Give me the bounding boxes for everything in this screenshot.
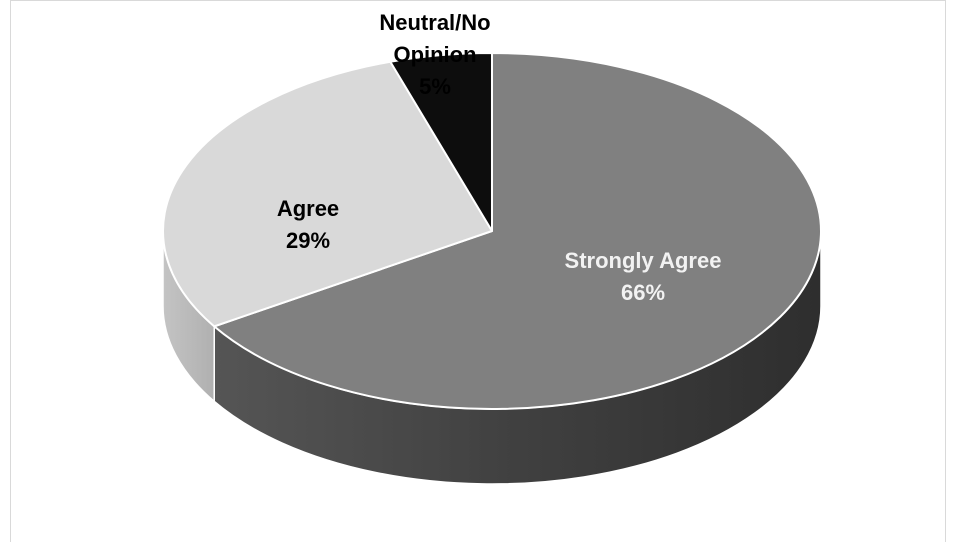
data-label-line: 66% — [621, 280, 665, 305]
pie-slice-strongly-agree — [213, 52, 822, 410]
data-label-neutral-no-opinion: Neutral/No Opinion 5% — [379, 10, 490, 99]
data-label-line: 29% — [286, 228, 330, 253]
pie-labels: Strongly Agree 66% Agree 29% Neutral/No Opini… — [277, 10, 722, 305]
data-label-line: Opinion — [393, 42, 476, 67]
data-label-line: Agree — [277, 196, 339, 221]
pie-tops — [162, 52, 822, 410]
pie-slice-neutral-no-opinion — [389, 52, 493, 232]
pie-slice-agree — [162, 60, 493, 328]
data-label-line: Strongly Agree — [565, 248, 722, 273]
chart-frame — [10, 0, 946, 542]
data-label-strongly-agree: Strongly Agree 66% — [565, 248, 722, 305]
data-label-line: 5% — [419, 74, 451, 99]
data-label-line: Neutral/No — [379, 10, 490, 35]
data-label-agree: Agree 29% — [277, 196, 339, 253]
